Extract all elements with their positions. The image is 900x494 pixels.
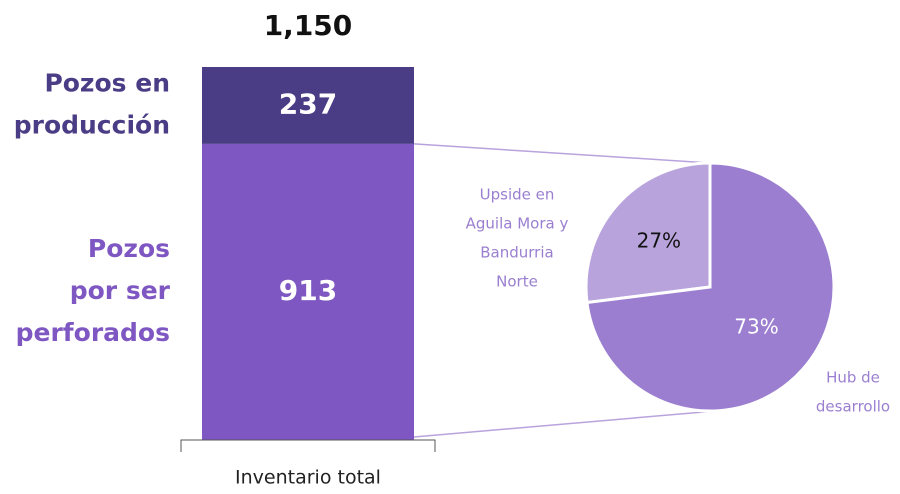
axis-bracket bbox=[180, 439, 436, 452]
pie-slice bbox=[584, 161, 712, 305]
connector bbox=[413, 410, 716, 438]
total-label: 1,150 bbox=[264, 9, 353, 42]
x-tick-label: Inventario total bbox=[235, 467, 381, 489]
value-label: 237 bbox=[279, 87, 337, 120]
value-label: 913 bbox=[279, 274, 337, 307]
bar-segment bbox=[202, 143, 414, 441]
value-label: 27% bbox=[637, 228, 681, 252]
series-label: Pozos por ser perforados bbox=[16, 234, 171, 347]
connector bbox=[413, 143, 711, 164]
category-label: Hub de desarrollo bbox=[816, 368, 890, 415]
series-label: Pozos en producción bbox=[14, 68, 170, 139]
pie-slice bbox=[585, 161, 836, 413]
bar-segment bbox=[202, 67, 414, 144]
value-label: 73% bbox=[734, 315, 778, 339]
category-label: Upside en Aguila Mora y Bandurria Norte bbox=[466, 185, 569, 290]
